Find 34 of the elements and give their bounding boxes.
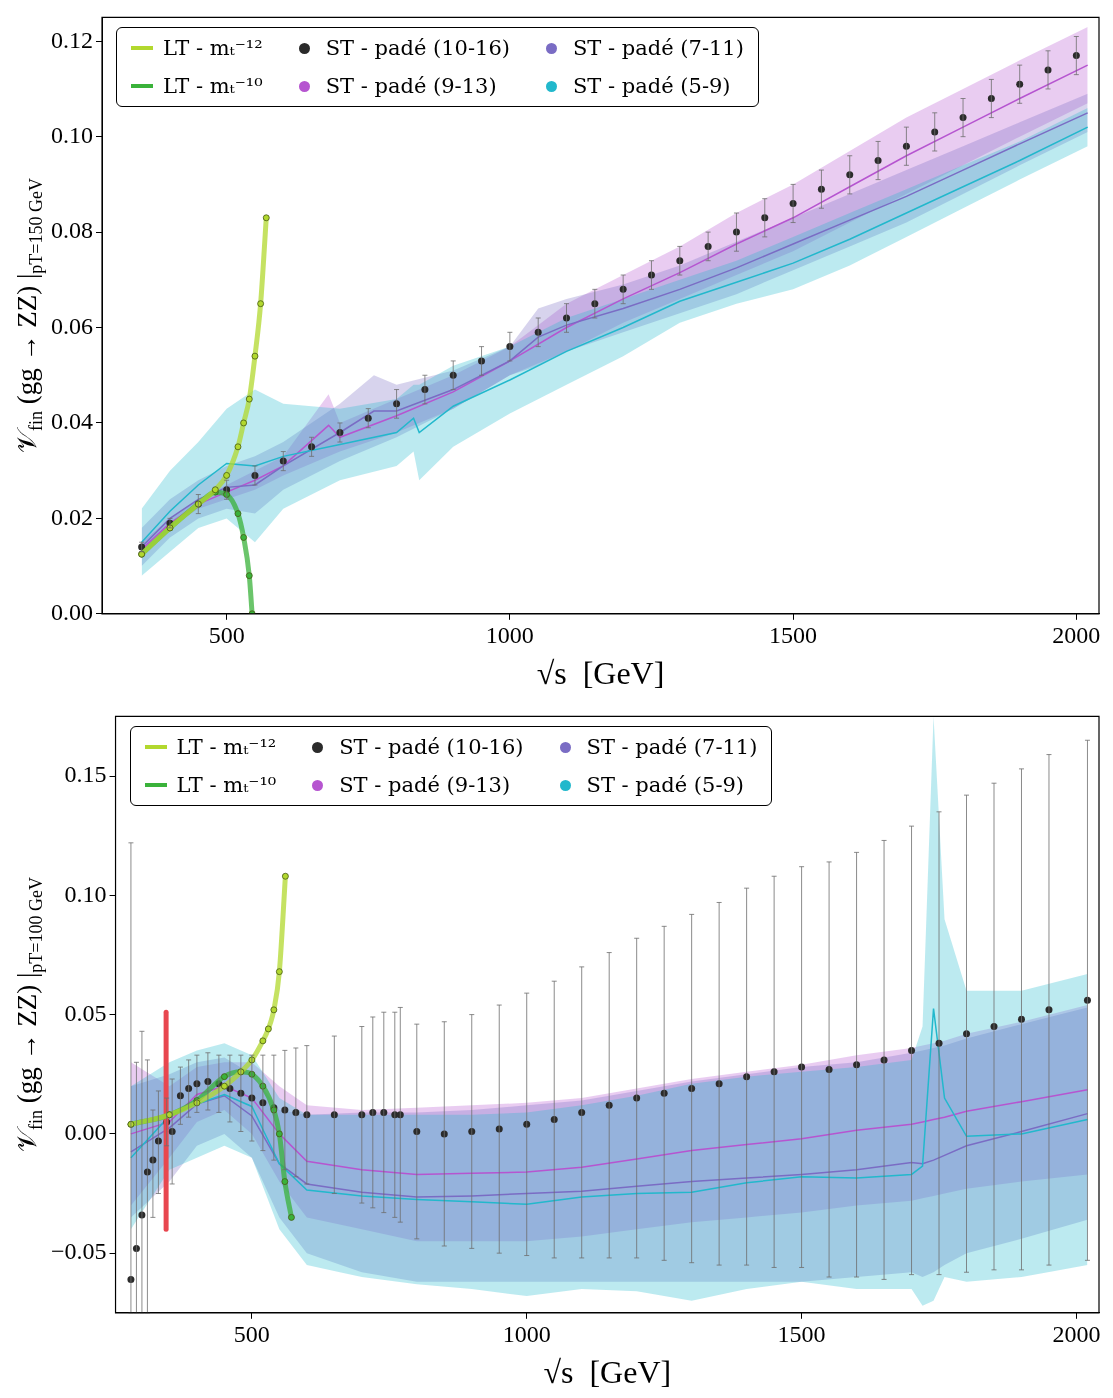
y-tick-label: −0.05 [50, 1238, 107, 1265]
legend-label: ST - padé (9-13) [325, 74, 497, 99]
legend-label: ST - padé (5-9) [586, 773, 745, 798]
legend-label: ST - padé (9-13) [339, 773, 511, 798]
y-tick-label: 0.05 [64, 999, 107, 1026]
x-tick-label: 1500 [769, 622, 818, 649]
y-tick-label: 0.15 [64, 761, 107, 788]
x-tick-label: 500 [233, 1321, 270, 1348]
x-tick-label: 1000 [502, 1321, 551, 1348]
y-tick-label: 0.08 [51, 217, 93, 244]
y-tick-label: 0.10 [64, 880, 107, 907]
x-tick-label: 1000 [485, 622, 534, 649]
legend-label: LT - mₜ⁻¹² [163, 36, 263, 61]
x-tick-label: 2000 [1052, 622, 1101, 649]
y-tick-label: 0.12 [51, 26, 93, 53]
legend-label: ST - padé (7-11) [572, 36, 744, 61]
y-tick-label: 0.04 [51, 408, 93, 435]
x-tick-label: 1500 [777, 1321, 826, 1348]
legend-label: LT - mₜ⁻¹⁰ [176, 773, 277, 798]
x-tick-label: 2000 [1052, 1321, 1101, 1348]
y-tick-label: 0.00 [64, 1119, 107, 1146]
y-tick-label: 0.02 [51, 503, 93, 530]
legend-label: ST - padé (7-11) [586, 735, 758, 760]
legend-label: LT - mₜ⁻¹⁰ [163, 74, 263, 99]
y-tick-label: 0.06 [51, 312, 93, 339]
y-tick-label: 0.10 [51, 121, 93, 148]
x-axis-title: √s [GeV] [543, 1354, 672, 1391]
legend-label: LT - mₜ⁻¹² [176, 735, 277, 760]
x-tick-label: 500 [208, 622, 245, 649]
x-axis-title: √s [GeV] [536, 655, 665, 692]
legend-label: ST - padé (5-9) [572, 74, 731, 99]
y-tick-label: 0.00 [51, 599, 93, 626]
legend-label: ST - padé (10-16) [325, 36, 510, 61]
legend-label: ST - padé (10-16) [339, 735, 524, 760]
